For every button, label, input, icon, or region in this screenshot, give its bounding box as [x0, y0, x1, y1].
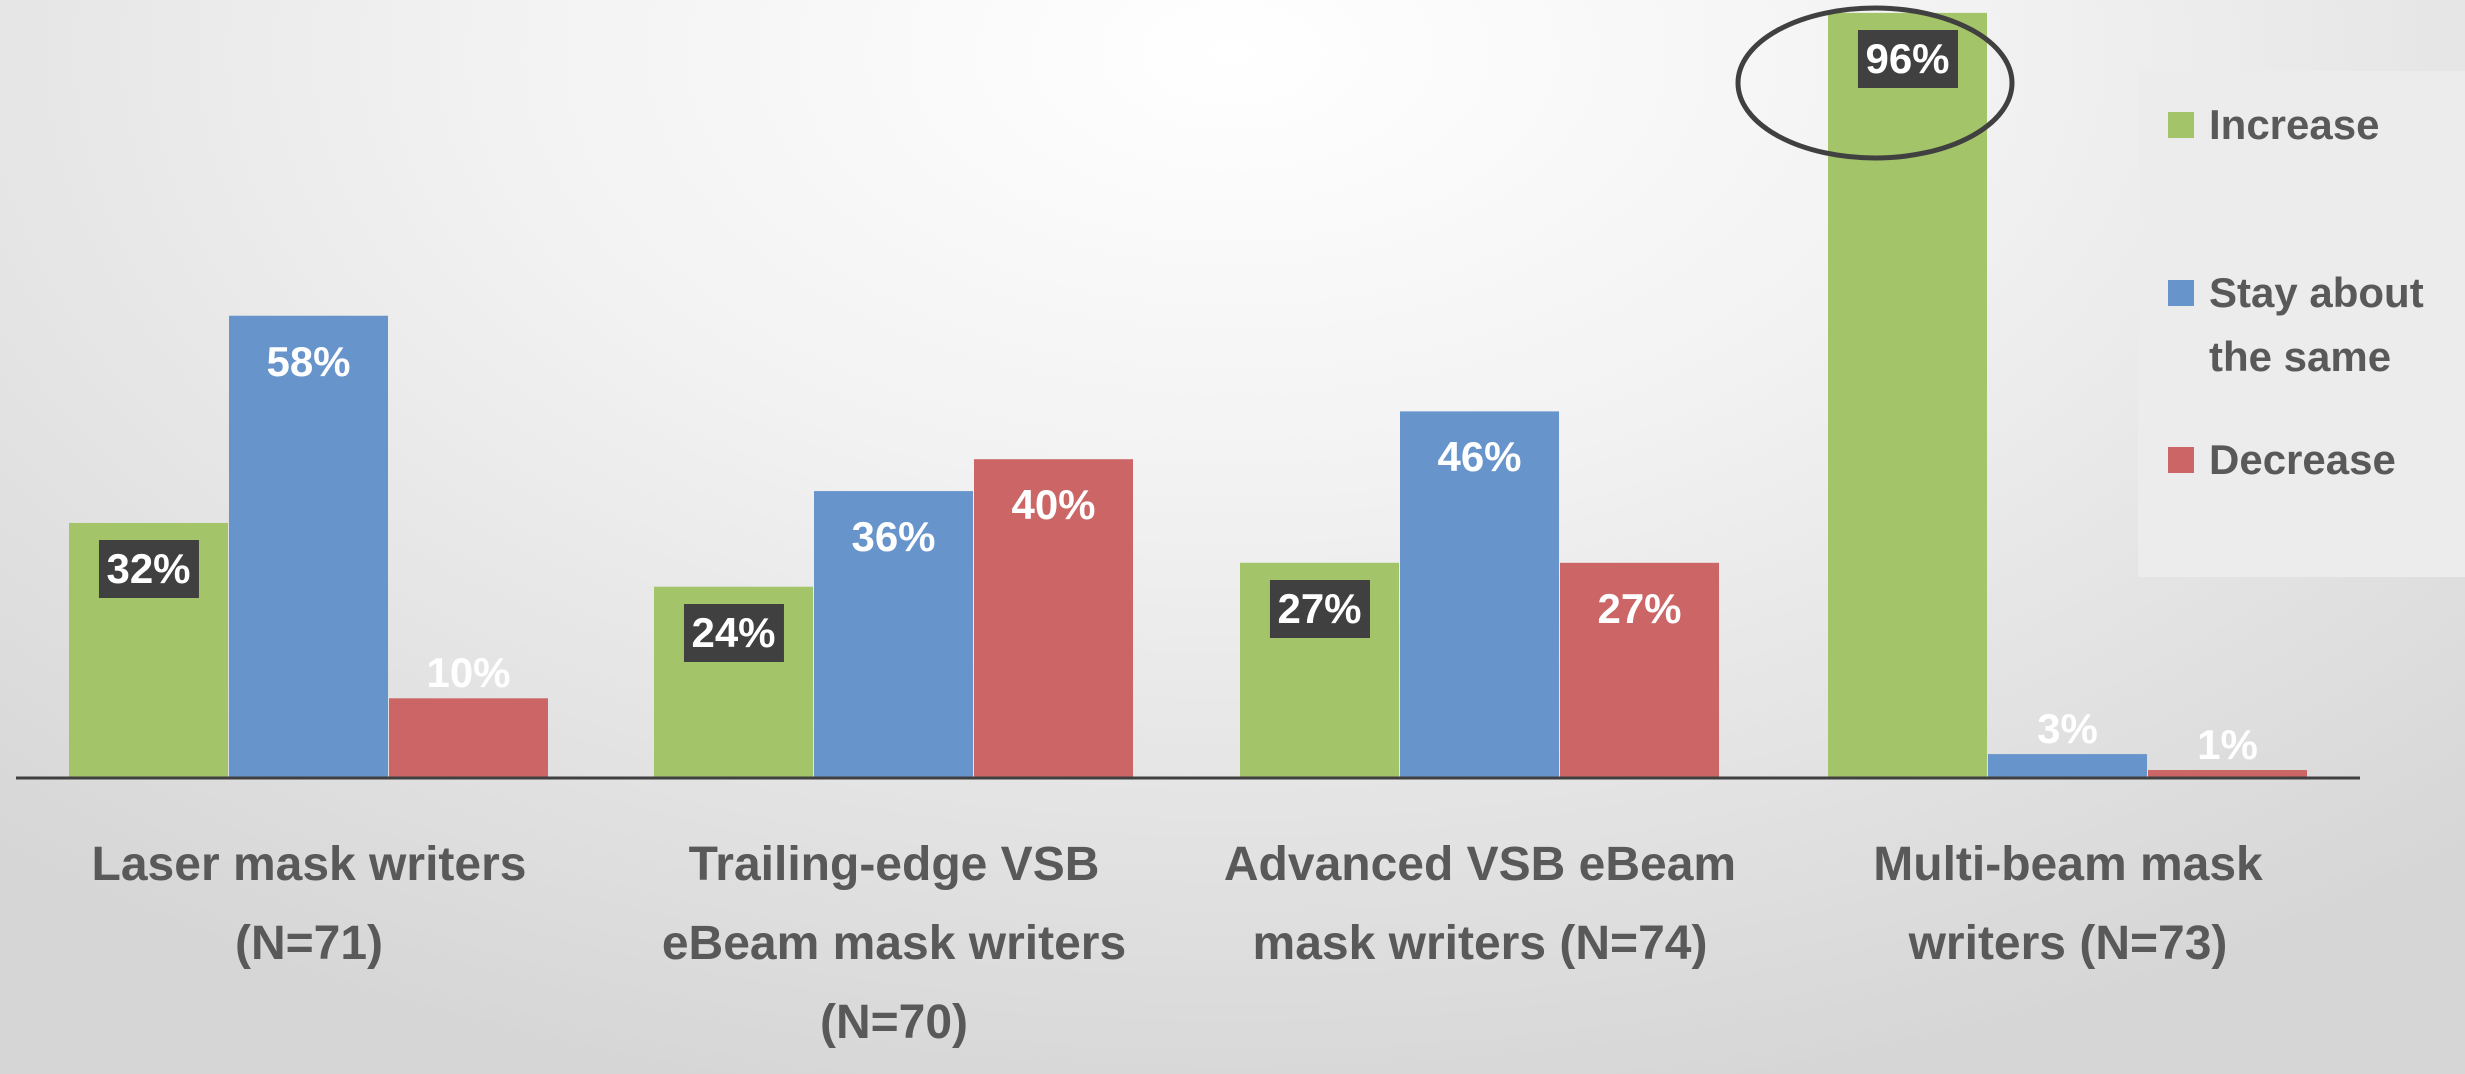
data-label: 46%	[1437, 433, 1522, 481]
data-label: 40%	[1011, 481, 1096, 529]
data-label: 1%	[2197, 721, 2258, 769]
data-label: 27%	[1597, 584, 1682, 632]
x-tick-label: Laser mask writers (N=71)	[91, 838, 527, 970]
bar	[814, 491, 973, 778]
bar	[1400, 411, 1559, 778]
annotation-ellipse	[1735, 5, 2015, 161]
x-tick-label: Trailing-edge VSB eBeam mask writers (N=…	[661, 838, 1127, 1049]
legend-label: Decrease	[2209, 436, 2396, 483]
data-label: 32%	[98, 539, 199, 598]
bar	[1988, 754, 2147, 778]
legend-swatch	[2168, 280, 2194, 306]
data-label: 3%	[2037, 705, 2098, 753]
bar	[1560, 562, 1719, 778]
data-label: 24%	[683, 603, 784, 662]
x-tick-label: Advanced VSB eBeam mask writers (N=74)	[1223, 838, 1737, 970]
x-tick-label: Multi-beam mask writers (N=73)	[1873, 838, 2263, 970]
data-label: 27%	[1269, 579, 1370, 638]
bar	[974, 459, 1133, 778]
bar	[389, 698, 548, 778]
legend-swatch	[2168, 447, 2194, 473]
legend-box	[2138, 71, 2465, 577]
bar	[2148, 770, 2307, 778]
legend-label: Stay about the same	[2209, 269, 2424, 380]
data-label: 10%	[426, 649, 511, 697]
data-label: 36%	[851, 513, 936, 561]
data-label: 96%	[1857, 29, 1958, 88]
legend-label: Increase	[2209, 101, 2380, 148]
data-label: 58%	[266, 337, 351, 385]
bar	[229, 315, 388, 778]
bar	[1828, 12, 1987, 778]
legend-swatch	[2168, 112, 2194, 138]
